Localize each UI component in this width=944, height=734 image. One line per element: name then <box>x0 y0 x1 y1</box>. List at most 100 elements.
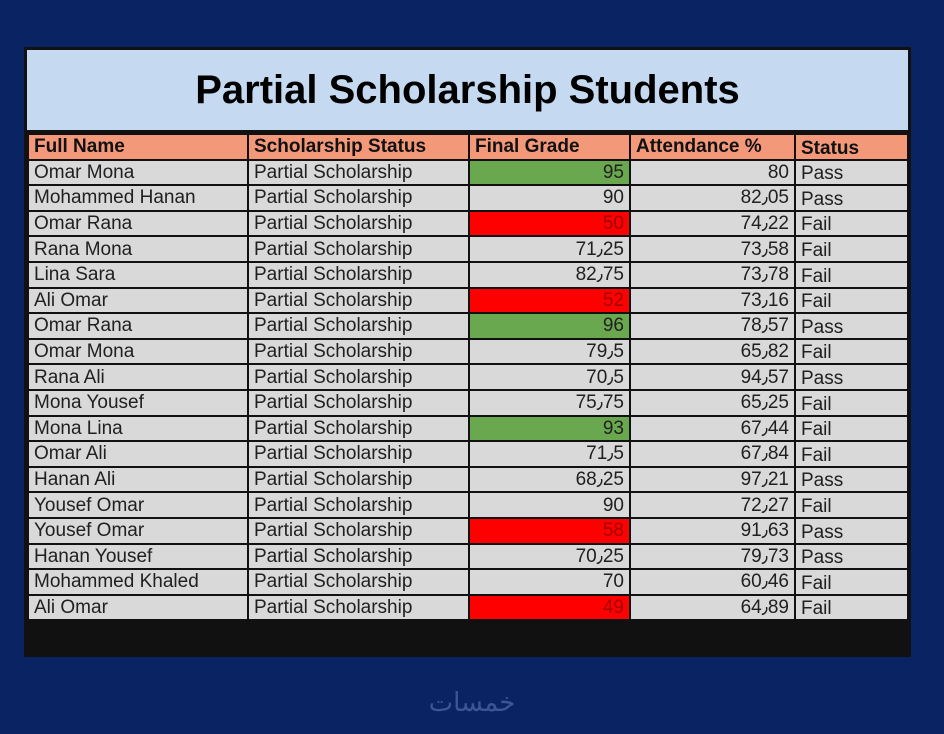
cell-full-name[interactable]: Hanan Yousef <box>29 544 247 569</box>
cell-status[interactable]: Fail <box>796 237 907 261</box>
cell-status[interactable]: Pass <box>796 544 907 569</box>
cell-attendance[interactable]: 97٫21 <box>631 467 794 492</box>
cell-scholarship-status[interactable]: Partial Scholarship <box>249 595 468 620</box>
cell-attendance[interactable]: 94٫57 <box>631 365 794 389</box>
cell-scholarship-status[interactable]: Partial Scholarship <box>249 339 468 364</box>
cell-full-name[interactable]: Mona Yousef <box>29 390 247 415</box>
table-row: Mohammed Khaled Partial Scholarship 70 60٫4… <box>29 570 907 594</box>
cell-status[interactable]: Pass <box>796 365 907 389</box>
cell-final-grade[interactable]: 49 <box>470 595 629 620</box>
cell-scholarship-status[interactable]: Partial Scholarship <box>249 416 468 441</box>
cell-final-grade[interactable]: 75٫75 <box>470 390 629 415</box>
cell-status[interactable]: Pass <box>796 467 907 492</box>
cell-scholarship-status[interactable]: Partial Scholarship <box>249 211 468 236</box>
cell-final-grade[interactable]: 50 <box>470 211 629 236</box>
cell-attendance[interactable]: 73٫58 <box>631 237 794 261</box>
cell-full-name[interactable]: Omar Rana <box>29 211 247 236</box>
cell-full-name[interactable]: Mohammed Hanan <box>29 186 247 210</box>
cell-attendance[interactable]: 67٫84 <box>631 442 794 466</box>
scholarship-sheet: Partial Scholarship Students Full Name S… <box>24 47 911 657</box>
cell-status[interactable]: Pass <box>796 314 907 338</box>
cell-full-name[interactable]: Rana Mona <box>29 237 247 261</box>
column-header-attendance[interactable]: Attendance % <box>631 135 794 159</box>
cell-full-name[interactable]: Ali Omar <box>29 288 247 313</box>
table-row: Omar Mona Partial Scholarship 79٫5 65٫82 Fai… <box>29 339 907 364</box>
cell-scholarship-status[interactable]: Partial Scholarship <box>249 570 468 594</box>
cell-scholarship-status[interactable]: Partial Scholarship <box>249 288 468 313</box>
cell-scholarship-status[interactable]: Partial Scholarship <box>249 518 468 543</box>
cell-scholarship-status[interactable]: Partial Scholarship <box>249 237 468 261</box>
cell-attendance[interactable]: 82٫05 <box>631 186 794 210</box>
cell-scholarship-status[interactable]: Partial Scholarship <box>249 365 468 389</box>
cell-full-name[interactable]: Omar Rana <box>29 314 247 338</box>
cell-full-name[interactable]: Omar Mona <box>29 160 247 185</box>
cell-final-grade[interactable]: 71٫5 <box>470 442 629 466</box>
column-header-status[interactable]: Status <box>796 135 907 159</box>
cell-attendance[interactable]: 73٫78 <box>631 262 794 287</box>
cell-final-grade[interactable]: 70٫5 <box>470 365 629 389</box>
cell-scholarship-status[interactable]: Partial Scholarship <box>249 390 468 415</box>
cell-final-grade[interactable]: 58 <box>470 518 629 543</box>
cell-status[interactable]: Fail <box>796 211 907 236</box>
cell-final-grade[interactable]: 90 <box>470 493 629 517</box>
cell-scholarship-status[interactable]: Partial Scholarship <box>249 160 468 185</box>
cell-attendance[interactable]: 79٫73 <box>631 544 794 569</box>
cell-attendance[interactable]: 78٫57 <box>631 314 794 338</box>
cell-scholarship-status[interactable]: Partial Scholarship <box>249 467 468 492</box>
cell-full-name[interactable]: Hanan Ali <box>29 467 247 492</box>
cell-status[interactable]: Fail <box>796 390 907 415</box>
column-header-full-name[interactable]: Full Name <box>29 135 247 159</box>
cell-final-grade[interactable]: 68٫25 <box>470 467 629 492</box>
cell-scholarship-status[interactable]: Partial Scholarship <box>249 314 468 338</box>
cell-final-grade[interactable]: 71٫25 <box>470 237 629 261</box>
cell-full-name[interactable]: Mona Lina <box>29 416 247 441</box>
cell-scholarship-status[interactable]: Partial Scholarship <box>249 493 468 517</box>
cell-final-grade[interactable]: 96 <box>470 314 629 338</box>
cell-scholarship-status[interactable]: Partial Scholarship <box>249 186 468 210</box>
column-header-final-grade[interactable]: Final Grade <box>470 135 629 159</box>
cell-attendance[interactable]: 60٫46 <box>631 570 794 594</box>
cell-full-name[interactable]: Yousef Omar <box>29 493 247 517</box>
cell-attendance[interactable]: 80 <box>631 160 794 185</box>
cell-final-grade[interactable]: 70 <box>470 570 629 594</box>
cell-full-name[interactable]: Omar Mona <box>29 339 247 364</box>
cell-status[interactable]: Pass <box>796 518 907 543</box>
cell-attendance[interactable]: 67٫44 <box>631 416 794 441</box>
cell-status[interactable]: Fail <box>796 288 907 313</box>
cell-status[interactable]: Fail <box>796 262 907 287</box>
cell-attendance[interactable]: 74٫22 <box>631 211 794 236</box>
cell-attendance[interactable]: 64٫89 <box>631 595 794 620</box>
cell-status[interactable]: Fail <box>796 570 907 594</box>
cell-status[interactable]: Pass <box>796 186 907 210</box>
cell-final-grade[interactable]: 93 <box>470 416 629 441</box>
cell-scholarship-status[interactable]: Partial Scholarship <box>249 442 468 466</box>
cell-status[interactable]: Pass <box>796 160 907 185</box>
cell-final-grade[interactable]: 70٫25 <box>470 544 629 569</box>
cell-final-grade[interactable]: 82٫75 <box>470 262 629 287</box>
cell-status[interactable]: Fail <box>796 493 907 517</box>
cell-final-grade[interactable]: 90 <box>470 186 629 210</box>
cell-final-grade[interactable]: 52 <box>470 288 629 313</box>
cell-full-name[interactable]: Rana Ali <box>29 365 247 389</box>
cell-scholarship-status[interactable]: Partial Scholarship <box>249 262 468 287</box>
cell-scholarship-status[interactable]: Partial Scholarship <box>249 544 468 569</box>
cell-full-name[interactable]: Lina Sara <box>29 262 247 287</box>
header-row: Full Name Scholarship Status Final Grade… <box>29 135 907 159</box>
cell-final-grade[interactable]: 79٫5 <box>470 339 629 364</box>
cell-full-name[interactable]: Yousef Omar <box>29 518 247 543</box>
cell-full-name[interactable]: Mohammed Khaled <box>29 570 247 594</box>
column-header-scholarship-status[interactable]: Scholarship Status <box>249 135 468 159</box>
cell-attendance[interactable]: 72٫27 <box>631 493 794 517</box>
cell-full-name[interactable]: Ali Omar <box>29 595 247 620</box>
cell-status[interactable]: Fail <box>796 442 907 466</box>
cell-attendance[interactable]: 65٫82 <box>631 339 794 364</box>
cell-attendance[interactable]: 73٫16 <box>631 288 794 313</box>
cell-status[interactable]: Fail <box>796 416 907 441</box>
cell-status[interactable]: Fail <box>796 595 907 620</box>
cell-final-grade[interactable]: 95 <box>470 160 629 185</box>
cell-full-name[interactable]: Omar Ali <box>29 442 247 466</box>
cell-attendance[interactable]: 91٫63 <box>631 518 794 543</box>
cell-status[interactable]: Fail <box>796 339 907 364</box>
cell-attendance[interactable]: 65٫25 <box>631 390 794 415</box>
watermark-logo: خمسات <box>428 688 516 718</box>
